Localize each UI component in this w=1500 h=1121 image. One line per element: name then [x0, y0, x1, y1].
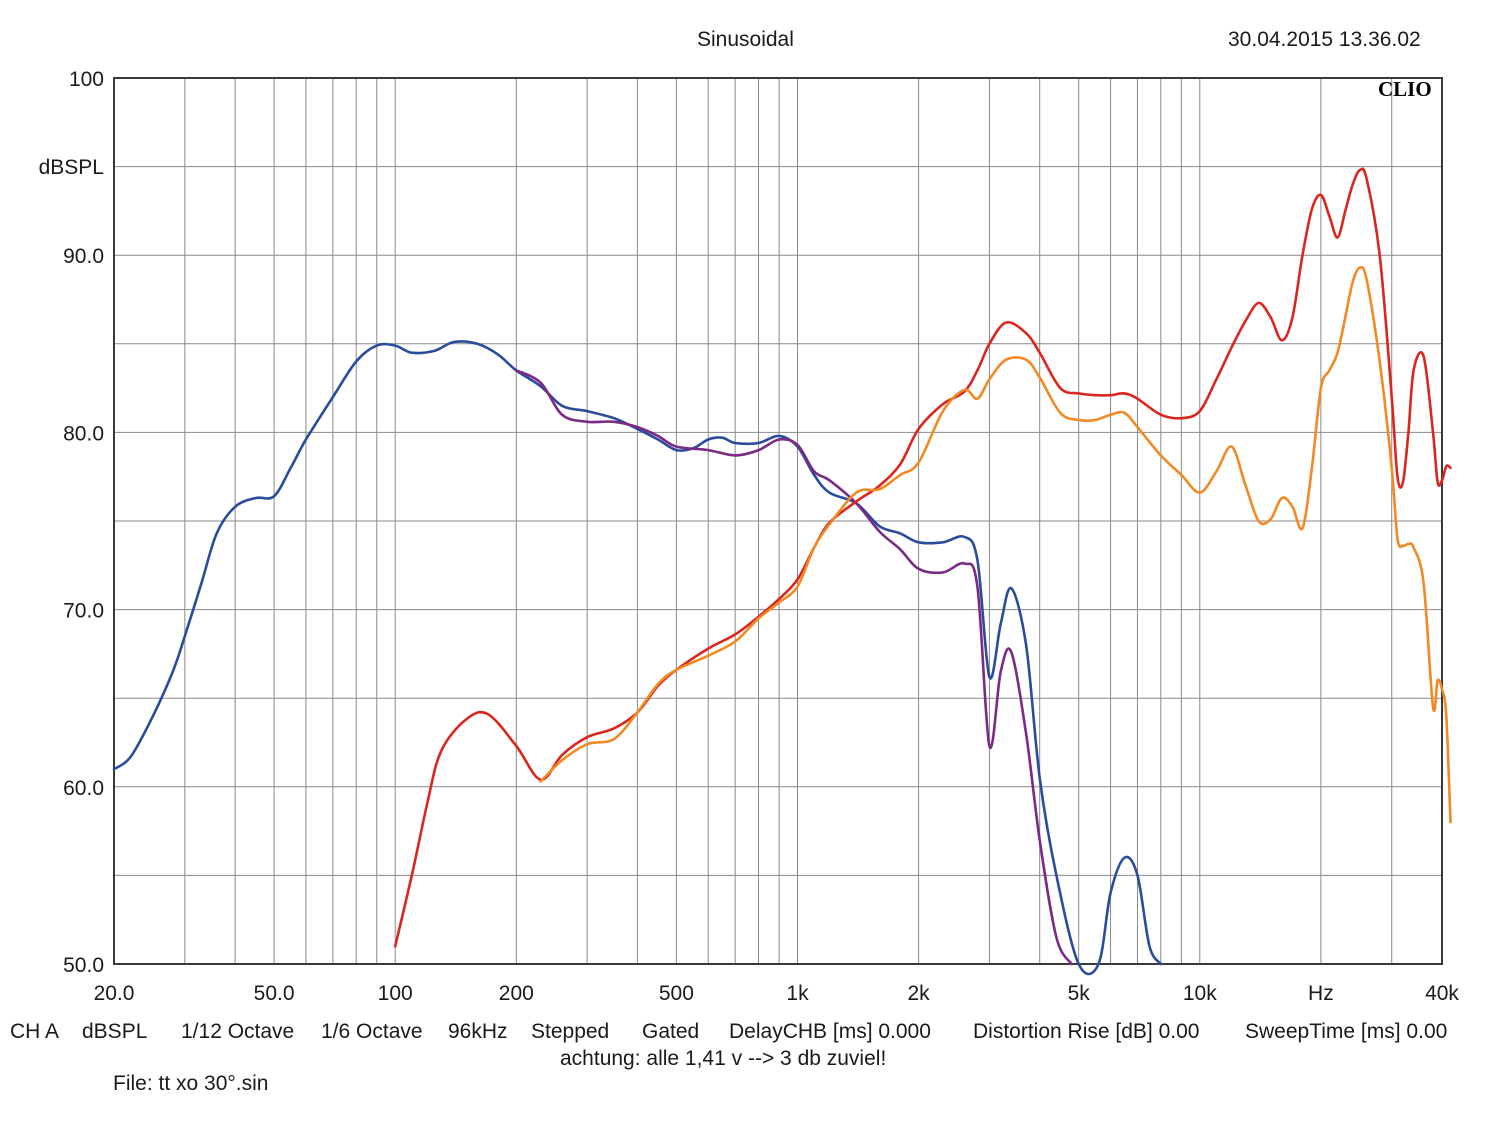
series-layer	[112, 167, 1452, 976]
series-line-4	[539, 265, 1452, 824]
y-tick-label: 90.0	[63, 245, 104, 268]
chart-title: Sinusoidal	[697, 28, 794, 51]
y-axis-unit-label: dBSPL	[39, 156, 104, 179]
setting-item: CH A	[10, 1020, 60, 1043]
x-axis: 20.0 50.0 100 200 500 1k 2k 5k 10k Hz 40k	[94, 982, 1460, 1005]
y-tick-label: 70.0	[63, 600, 104, 623]
file-name: File: tt xo 30°.sin	[113, 1072, 269, 1095]
y-tick-label: 80.0	[63, 422, 104, 445]
setting-item: 96kHz	[448, 1020, 508, 1043]
x-tick-label: 40k	[1425, 982, 1459, 1005]
clio-logo: CLIO	[1378, 77, 1432, 101]
footer-note: achtung: alle 1,41 v --> 3 db zuviel!	[560, 1047, 887, 1070]
setting-item: 1/6 Octave	[321, 1020, 423, 1043]
x-tick-label: 50.0	[254, 982, 295, 1005]
setting-item: Stepped	[531, 1020, 610, 1043]
y-tick-label: 50.0	[63, 954, 104, 977]
plot-frame	[113, 77, 1443, 965]
y-axis: 50.0 60.0 70.0 80.0 90.0 100	[63, 68, 104, 977]
x-tick-label: 5k	[1068, 982, 1091, 1005]
x-tick-label: Hz	[1308, 982, 1334, 1005]
y-tick-label: 60.0	[63, 777, 104, 800]
x-tick-label: 1k	[786, 982, 809, 1005]
setting-item: DelayCHB [ms] 0.000	[729, 1020, 931, 1043]
setting-item: SweepTime [ms] 0.00	[1245, 1020, 1448, 1043]
setting-item: Gated	[642, 1020, 700, 1043]
setting-item: 1/12 Octave	[181, 1020, 295, 1043]
y-tick-label: 100	[69, 68, 104, 91]
x-tick-label: 500	[659, 982, 694, 1005]
grid	[114, 78, 1442, 964]
x-tick-label: 200	[499, 982, 534, 1005]
x-tick-label: 20.0	[94, 982, 135, 1005]
series-line-3	[393, 167, 1452, 948]
x-tick-label: 2k	[908, 982, 931, 1005]
timestamp: 30.04.2015 13.36.02	[1228, 28, 1421, 51]
x-tick-label: 10k	[1183, 982, 1217, 1005]
series-line-1	[112, 340, 1163, 976]
setting-item: Distortion Rise [dB] 0.00	[973, 1020, 1200, 1043]
setting-item: dBSPL	[82, 1020, 148, 1043]
x-tick-label: 100	[378, 982, 413, 1005]
